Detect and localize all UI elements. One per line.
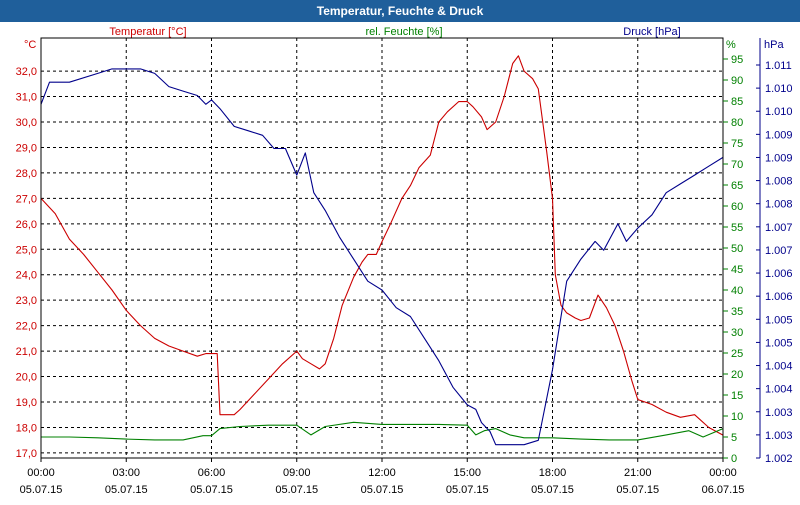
pressure-tick-label: 1.004: [765, 361, 793, 373]
temperature-axis-name: Temperatur [°C]: [109, 26, 186, 38]
temperature-tick-label: 17,0: [16, 448, 37, 460]
x-tick-date: 05.07.15: [616, 484, 659, 496]
series-line-humidity: [41, 421, 724, 441]
series-layer: [40, 55, 724, 446]
pressure-tick-label: 1.006: [765, 291, 793, 303]
humidity-tick-label: 50: [731, 243, 743, 255]
x-tick-time: 09:00: [283, 467, 311, 479]
humidity-tick-label: 10: [731, 411, 743, 423]
humidity-tick-label: 15: [731, 390, 743, 402]
x-tick-date: 06.07.15: [702, 484, 745, 496]
temperature-tick-label: 24,0: [16, 270, 37, 282]
humidity-tick-label: 5: [731, 432, 737, 444]
x-tick-date: 05.07.15: [531, 484, 574, 496]
pressure-tick-label: 1.003: [765, 407, 793, 419]
temperature-tick-label: 25,0: [16, 244, 37, 256]
humidity-tick-label: 35: [731, 306, 743, 318]
temperature-tick-label: 22,0: [16, 321, 37, 333]
series-line-pressure: [40, 68, 724, 446]
axes-layer: [40, 37, 761, 462]
x-tick-date: 05.07.15: [20, 484, 63, 496]
temperature-tick-label: 19,0: [16, 397, 37, 409]
humidity-tick-label: 75: [731, 138, 743, 150]
x-tick-date: 05.07.15: [361, 484, 404, 496]
temperature-tick-label: 31,0: [16, 92, 37, 104]
series-line-temperature: [40, 55, 724, 436]
humidity-tick-label: 40: [731, 285, 743, 297]
pressure-tick-label: 1.010: [765, 83, 793, 95]
humidity-tick-label: 60: [731, 201, 743, 213]
pressure-tick-label: 1.008: [765, 176, 793, 188]
humidity-tick-label: 45: [731, 264, 743, 276]
grid-layer: [41, 38, 723, 458]
temperature-unit: °C: [24, 39, 36, 51]
x-tick-time: 00:00: [709, 467, 737, 479]
humidity-tick-label: 65: [731, 180, 743, 192]
temperature-tick-label: 21,0: [16, 346, 37, 358]
x-tick-time: 06:00: [198, 467, 226, 479]
pressure-tick-label: 1.007: [765, 222, 793, 234]
x-tick-time: 03:00: [112, 467, 140, 479]
pressure-tick-label: 1.004: [765, 384, 793, 396]
humidity-tick-label: 25: [731, 348, 743, 360]
x-tick-time: 21:00: [624, 467, 652, 479]
x-tick-date: 05.07.15: [190, 484, 233, 496]
humidity-tick-label: 20: [731, 369, 743, 381]
pressure-tick-label: 1.008: [765, 199, 793, 211]
chart-title: Temperatur, Feuchte & Druck: [316, 4, 484, 18]
temperature-tick-label: 26,0: [16, 219, 37, 231]
temperature-tick-label: 29,0: [16, 142, 37, 154]
x-tick-time: 15:00: [453, 467, 481, 479]
humidity-tick-label: 70: [731, 159, 743, 171]
x-tick-date: 05.07.15: [275, 484, 318, 496]
pressure-tick-label: 1.006: [765, 268, 793, 280]
humidity-tick-label: 80: [731, 117, 743, 129]
temperature-tick-label: 30,0: [16, 117, 37, 129]
x-tick-time: 12:00: [368, 467, 396, 479]
x-tick-time: 18:00: [539, 467, 567, 479]
pressure-tick-label: 1.005: [765, 314, 793, 326]
x-tick-date: 05.07.15: [446, 484, 489, 496]
temperature-tick-label: 28,0: [16, 168, 37, 180]
x-tick-date: 05.07.15: [105, 484, 148, 496]
temperature-tick-label: 27,0: [16, 193, 37, 205]
labels-layer: 17,0 18,0 19,0 20,0 21,0 22,0 23,0 24,0 25,0 26,0…: [16, 26, 793, 496]
humidity-unit: %: [726, 39, 736, 51]
temperature-tick-label: 23,0: [16, 295, 37, 307]
humidity-tick-label: 55: [731, 222, 743, 234]
humidity-tick-label: 90: [731, 75, 743, 87]
temperature-tick-label: 18,0: [16, 422, 37, 434]
humidity-tick-label: 0: [731, 453, 737, 465]
pressure-tick-label: 1.005: [765, 337, 793, 349]
pressure-unit: hPa: [764, 39, 784, 51]
pressure-tick-label: 1.007: [765, 245, 793, 257]
humidity-tick-label: 95: [731, 54, 743, 66]
pressure-axis-name: Druck [hPa]: [623, 26, 680, 38]
pressure-tick-label: 1.010: [765, 106, 793, 118]
chart-title-bar: Temperatur, Feuchte & Druck: [0, 0, 800, 22]
humidity-tick-label: 85: [731, 96, 743, 108]
chart-svg: 17,0 18,0 19,0 20,0 21,0 22,0 23,0 24,0 25,0 26,0…: [16, 26, 793, 496]
chart-area: 17,0 18,0 19,0 20,0 21,0 22,0 23,0 24,0 25,0 26,0…: [0, 22, 800, 500]
pressure-tick-label: 1.011: [765, 60, 792, 72]
humidity-axis-name: rel. Feuchte [%]: [365, 26, 442, 38]
temperature-tick-label: 32,0: [16, 66, 37, 78]
humidity-tick-label: 30: [731, 327, 743, 339]
pressure-tick-label: 1.002: [765, 453, 793, 465]
pressure-tick-label: 1.009: [765, 152, 793, 164]
pressure-tick-label: 1.009: [765, 129, 793, 141]
x-tick-time: 00:00: [27, 467, 55, 479]
temperature-tick-label: 20,0: [16, 372, 37, 384]
pressure-tick-label: 1.003: [765, 430, 793, 442]
